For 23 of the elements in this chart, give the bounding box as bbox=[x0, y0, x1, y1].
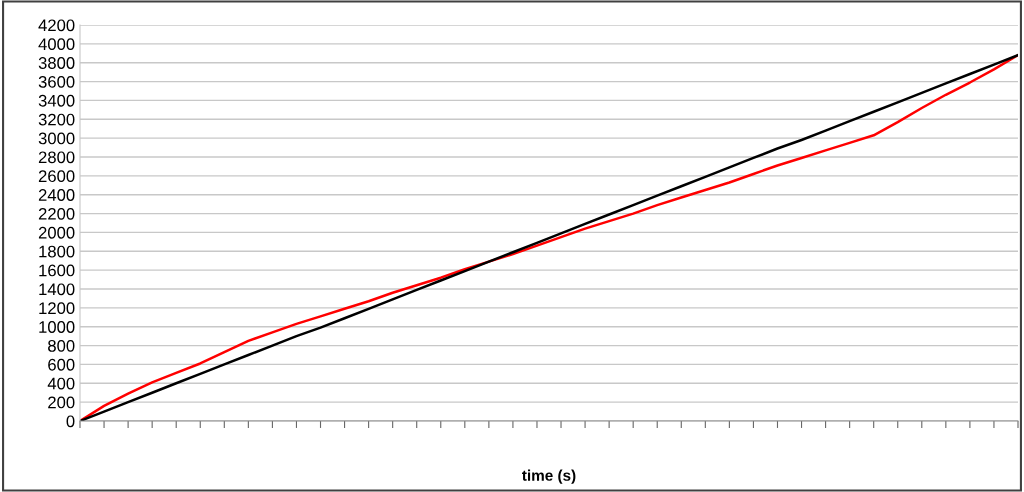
y-tick-label: 800 bbox=[48, 339, 75, 352]
y-tick-label: 400 bbox=[47, 377, 75, 390]
y-tick-label: 0 bbox=[66, 415, 75, 428]
y-tick-label: 200 bbox=[48, 396, 75, 409]
y-tick-label: 2400 bbox=[38, 189, 75, 201]
x-axis-title: time (s) bbox=[522, 469, 576, 484]
y-tick-label: 2600 bbox=[38, 170, 75, 183]
y-tick-label: 3000 bbox=[38, 132, 75, 145]
y-tick-label: 1000 bbox=[39, 321, 75, 333]
y-tick-label: 1600 bbox=[39, 264, 75, 277]
y-tick-label: 1200 bbox=[39, 302, 75, 315]
y-tick-label: 2000 bbox=[38, 226, 75, 239]
y-tick-label: 3600 bbox=[38, 75, 75, 88]
y-tick-label: 1400 bbox=[39, 283, 75, 296]
y-tick-label: 4000 bbox=[38, 38, 75, 51]
y-tick-label: 2200 bbox=[38, 207, 75, 220]
y-tick-label: 600 bbox=[48, 358, 75, 371]
y-tick-label: 1800 bbox=[39, 245, 75, 258]
y-tick-label: 2800 bbox=[38, 151, 75, 164]
y-tick-label: 3800 bbox=[38, 57, 75, 69]
y-tick-label: 3200 bbox=[38, 113, 75, 126]
y-tick-label: 3400 bbox=[38, 94, 75, 107]
y-tick-label: 4200 bbox=[38, 19, 75, 32]
